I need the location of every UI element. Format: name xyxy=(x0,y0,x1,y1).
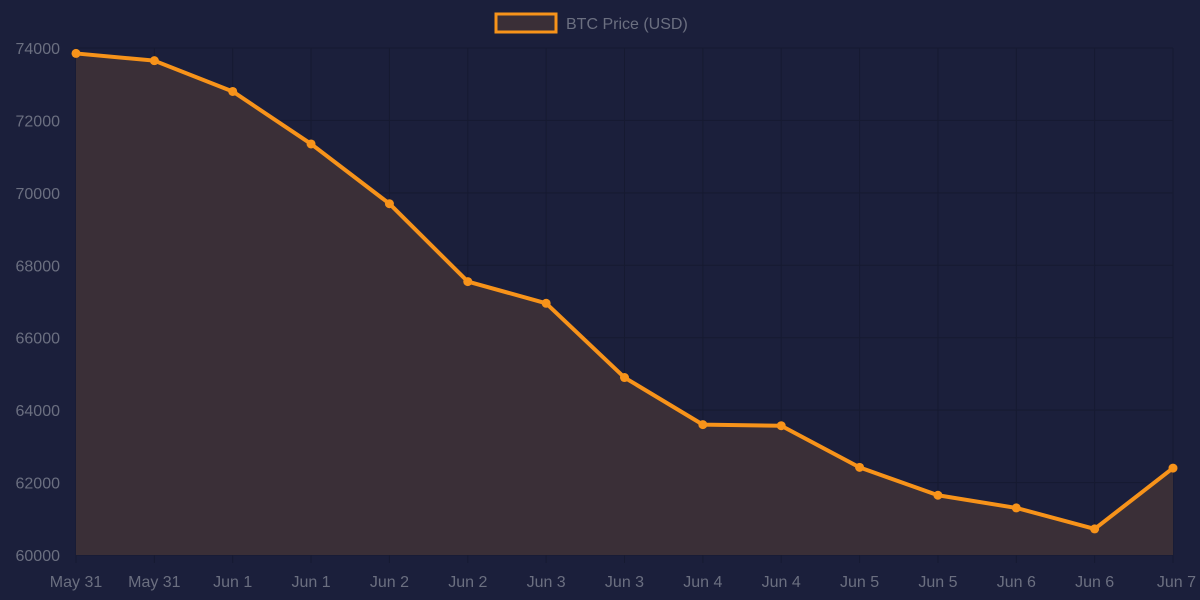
points-layer xyxy=(71,48,1178,534)
x-tick-label: Jun 5 xyxy=(840,574,879,591)
x-tick-label: Jun 4 xyxy=(683,574,722,591)
data-point xyxy=(620,373,629,383)
x-tick-label: Jun 5 xyxy=(918,574,957,591)
x-tick-label: Jun 1 xyxy=(213,574,252,591)
data-point xyxy=(933,490,943,500)
data-point xyxy=(1168,463,1178,473)
legend[interactable]: BTC Price (USD) xyxy=(494,12,688,34)
data-point xyxy=(71,48,81,58)
x-tick-label: Jun 4 xyxy=(762,574,801,591)
series-area xyxy=(76,53,1173,556)
legend-swatch[interactable] xyxy=(494,12,558,34)
data-point xyxy=(306,139,316,149)
x-tick-label: Jun 2 xyxy=(370,574,409,591)
y-tick-label: 64000 xyxy=(16,403,61,420)
data-point xyxy=(776,421,786,431)
data-point xyxy=(855,462,865,472)
x-tick-label: Jun 3 xyxy=(605,574,644,591)
y-tick-label: 60000 xyxy=(16,548,61,565)
data-point xyxy=(541,298,551,308)
y-tick-label: 70000 xyxy=(16,186,61,203)
data-point xyxy=(384,199,394,209)
area-layer xyxy=(76,53,1173,556)
data-point xyxy=(228,86,238,96)
y-tick-label: 62000 xyxy=(16,476,61,493)
x-tick-label: Jun 6 xyxy=(997,574,1036,591)
y-tick-label: 74000 xyxy=(16,41,61,58)
y-tick-label: 72000 xyxy=(16,113,61,130)
x-tick-label: May 31 xyxy=(50,574,103,591)
data-point xyxy=(698,420,708,430)
y-tick-label: 68000 xyxy=(16,258,61,275)
legend-label[interactable]: BTC Price (USD) xyxy=(566,16,688,33)
x-axis: May 31 May 31 Jun 1 Jun 1 Jun 2 Jun 2 Jun 3 Jun… xyxy=(50,574,1196,591)
x-tick-label: Jun 7 xyxy=(1157,574,1196,591)
x-tick-label: Jun 2 xyxy=(448,574,487,591)
x-tick-label: Jun 1 xyxy=(292,574,331,591)
data-point xyxy=(1090,524,1100,534)
data-point xyxy=(149,56,159,66)
x-tick-label: Jun 3 xyxy=(527,574,566,591)
y-tick-label: 66000 xyxy=(16,331,61,348)
x-tick-label: May 31 xyxy=(128,574,181,591)
y-axis: 60000 62000 64000 66000 68000 70000 72000 74000 xyxy=(16,41,61,565)
data-point xyxy=(463,277,473,287)
x-tick-label: Jun 6 xyxy=(1075,574,1114,591)
data-point xyxy=(1011,503,1021,513)
